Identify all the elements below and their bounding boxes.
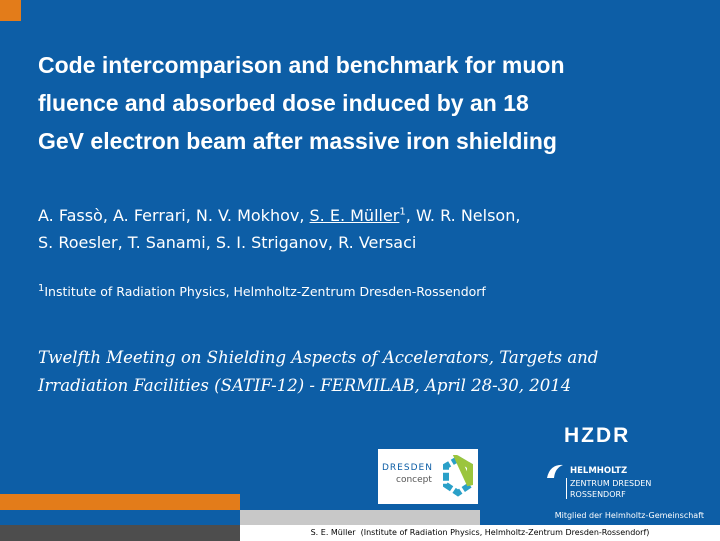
footer-bar bbox=[0, 525, 240, 541]
footer-bar bbox=[240, 510, 480, 525]
helmholtz-icon bbox=[547, 464, 563, 478]
title-line: Code intercomparison and benchmark for m… bbox=[38, 52, 565, 78]
hzdr-logo: HZDR bbox=[564, 424, 631, 447]
member-text: Mitglied der Helmholtz-Gemeinschaft bbox=[554, 511, 704, 520]
authors-text: , W. R. Nelson, bbox=[405, 206, 521, 225]
affil-mark: 1 bbox=[38, 283, 45, 294]
divider bbox=[566, 478, 567, 499]
authors-line: S. Roesler, T. Sanami, S. I. Striganov, … bbox=[38, 233, 417, 252]
logo-text: HELMHOLTZ bbox=[570, 466, 628, 476]
logo-text: ROSSENDORF bbox=[570, 490, 626, 499]
authors-line: A. Fassò, A. Ferrari, N. V. Mokhov, S. E… bbox=[38, 206, 520, 225]
presenter: S. E. Müller bbox=[309, 206, 400, 225]
footer-text: S. E. Müller (Institute of Radiation Phy… bbox=[310, 528, 650, 537]
affiliation: 1Institute of Radiation Physics, Helmhol… bbox=[38, 283, 486, 299]
logo-text: concept bbox=[396, 475, 432, 485]
logo-text: DRESDEN bbox=[382, 463, 433, 473]
dresden-concept-logo: DRESDEN concept bbox=[378, 449, 478, 504]
corner-square bbox=[0, 0, 21, 21]
logo-text: ZENTRUM DRESDEN bbox=[570, 479, 652, 488]
meeting-line: Irradiation Facilities (SATIF-12) - FERM… bbox=[38, 376, 572, 395]
footer-bar bbox=[0, 494, 240, 510]
affil-text: Institute of Radiation Physics, Helmholt… bbox=[44, 284, 486, 300]
authors-text: A. Fassò, A. Ferrari, N. V. Mokhov, bbox=[38, 206, 310, 225]
title-line: fluence and absorbed dose induced by an … bbox=[38, 90, 529, 116]
footer-strip bbox=[240, 525, 720, 541]
logo-icon bbox=[443, 455, 473, 497]
affil-mark: 1 bbox=[399, 206, 406, 218]
meeting-line: Twelfth Meeting on Shielding Aspects of … bbox=[38, 348, 599, 367]
title-line: GeV electron beam after massive iron shi… bbox=[38, 128, 557, 154]
